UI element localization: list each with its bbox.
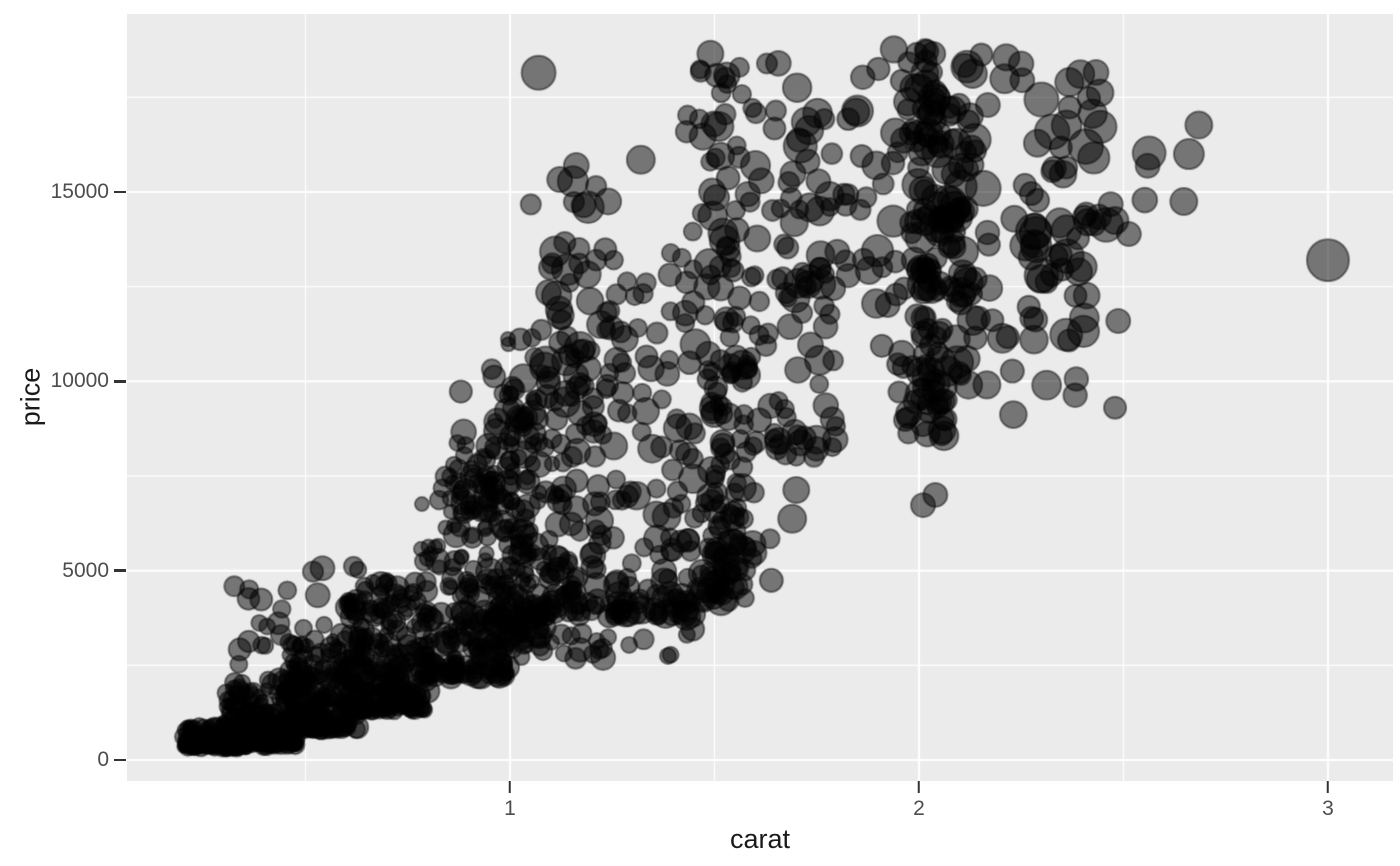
x-axis: 1 2 3 — [127, 781, 1393, 825]
scatter-points-canvas — [127, 14, 1393, 781]
y-tick-mark — [114, 380, 126, 383]
y-tick-label: 0 — [97, 747, 109, 771]
y-axis-title: price — [15, 367, 46, 427]
x-axis-title: carat — [729, 824, 791, 854]
x-tick-mark — [1326, 781, 1330, 793]
x-tick-mark — [917, 781, 921, 793]
y-tick-label: 15000 — [50, 179, 109, 203]
y-axis: 0 5000 10000 15000 — [0, 14, 127, 781]
x-tick-label: 1 — [504, 797, 516, 820]
y-tick-label: 5000 — [62, 558, 109, 582]
y-tick-mark — [114, 569, 126, 572]
plot-panel — [127, 14, 1393, 781]
x-tick-label: 3 — [1322, 797, 1334, 820]
y-tick-mark — [114, 190, 126, 194]
x-tick-label: 2 — [913, 797, 925, 820]
y-tick-label: 10000 — [50, 369, 109, 393]
x-tick-mark — [508, 781, 512, 793]
y-tick-mark — [114, 758, 126, 762]
